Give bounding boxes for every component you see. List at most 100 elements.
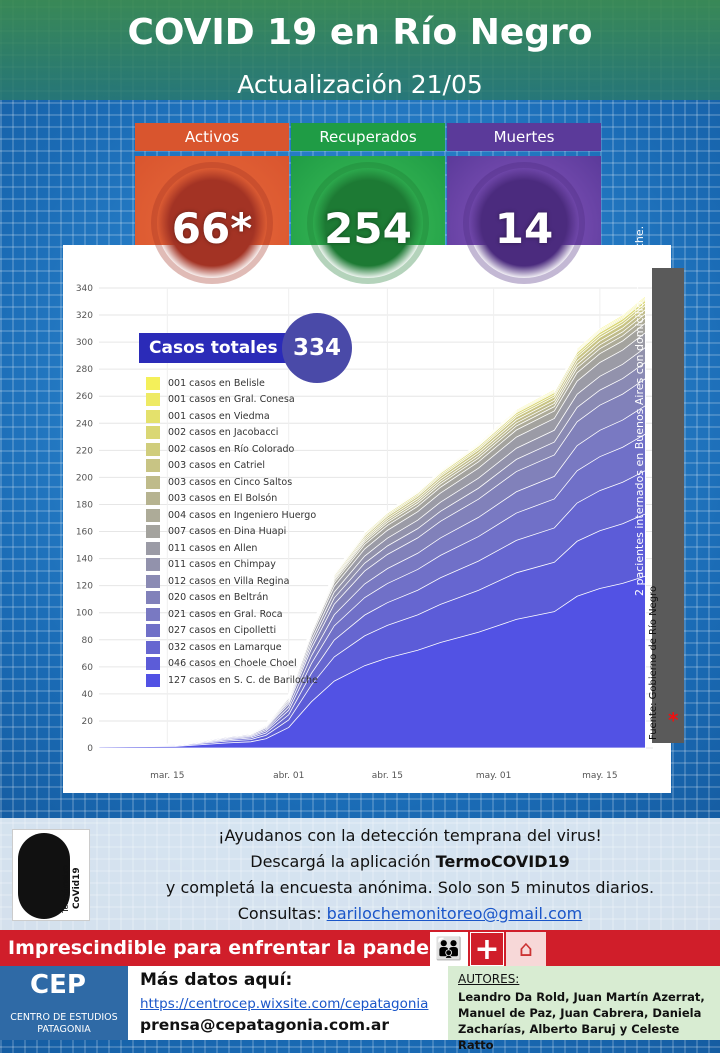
- y-tick-label: 80: [82, 636, 94, 646]
- legend-label: 012 casos en Villa Regina: [168, 575, 290, 587]
- y-tick-label: 200: [76, 473, 93, 483]
- cep-logo: CEP: [30, 970, 86, 1000]
- legend-swatch: [146, 442, 160, 456]
- legend-item: 003 casos en Cinco Saltos: [146, 474, 321, 491]
- x-tick-label: may. 01: [476, 771, 512, 781]
- authors-list: Leandro Da Rold, Juan Martín Azerrat, Ma…: [458, 990, 705, 1052]
- legend-item: 012 casos en Villa Regina: [146, 573, 321, 590]
- legend-label: 127 casos en S. C. de Bariloche: [168, 674, 318, 686]
- family-icon: 👪: [430, 932, 468, 966]
- casos-totales-value: 334: [292, 335, 341, 361]
- legend-item: 003 casos en Catriel: [146, 458, 321, 475]
- logo-lettering: Termómetro CoVid19: [60, 865, 82, 914]
- logo-text-1: Termómetro: [60, 865, 70, 914]
- y-tick-label: 320: [76, 311, 93, 321]
- legend-item: 127 casos en S. C. de Bariloche: [146, 672, 321, 689]
- activos-box: 66*: [135, 156, 289, 300]
- legend-item: 027 casos en Cipolletti: [146, 623, 321, 640]
- y-tick-label: 180: [76, 500, 93, 510]
- legend-label: 003 casos en Catriel: [168, 460, 266, 472]
- legend-item: 046 casos en Choele Choel: [146, 656, 321, 673]
- legend-label: 004 casos en Ingeniero Huergo: [168, 509, 317, 521]
- y-tick-label: 60: [82, 663, 94, 673]
- recuperados-value: 254: [324, 203, 412, 253]
- legend-label: 032 casos en Lamarque: [168, 641, 282, 653]
- legend-item: 003 casos en El Bolsón: [146, 491, 321, 508]
- legend-item: 011 casos en Allen: [146, 540, 321, 557]
- activos-header: Activos: [135, 123, 289, 151]
- legend-swatch: [146, 673, 160, 687]
- banner-text: Imprescindible para enfrentar la pandemi…: [8, 937, 476, 959]
- y-tick-label: 300: [76, 338, 93, 348]
- promo-line-1: ¡Ayudanos con la detección temprana del …: [218, 826, 602, 845]
- virus-icon: [469, 168, 579, 278]
- y-tick-label: 280: [76, 365, 93, 375]
- legend-item: 001 casos en Belisle: [146, 375, 321, 392]
- virus-icon: [157, 168, 267, 278]
- promo-line-4: Consultas: barilochemonitoreo@gmail.com: [100, 904, 720, 923]
- page-title: COVID 19 en Río Negro: [127, 12, 593, 53]
- y-tick-label: 260: [76, 392, 93, 402]
- y-tick-label: 0: [87, 744, 93, 754]
- y-tick-label: 160: [76, 528, 93, 538]
- authors-label: AUTORES:: [458, 972, 520, 986]
- chart-legend: 001 casos en Belisle 001 casos en Gral. C…: [146, 375, 321, 689]
- update-date: Actualización 21/05: [237, 70, 483, 99]
- legend-swatch: [146, 541, 160, 555]
- legend-swatch: [146, 607, 160, 621]
- legend-item: 001 casos en Gral. Conesa: [146, 392, 321, 409]
- legend-swatch: [146, 558, 160, 572]
- cep-logo-box: [0, 966, 128, 1040]
- muertes-header: Muertes: [447, 123, 601, 151]
- legend-swatch: [146, 525, 160, 539]
- legend-swatch: [146, 393, 160, 407]
- contact-email-link[interactable]: barilochemonitoreo@gmail.com: [326, 904, 583, 923]
- legend-label: 027 casos en Cipolletti: [168, 625, 277, 637]
- source-credit: Fuente: Gobierno de Río Negro: [648, 585, 659, 740]
- header-band: [0, 0, 720, 100]
- legend-item: 002 casos en Jacobacci: [146, 425, 321, 442]
- y-tick-label: 240: [76, 419, 93, 429]
- legend-swatch: [146, 475, 160, 489]
- medical-cross-icon: +: [470, 932, 504, 967]
- legend-label: 001 casos en Viedma: [168, 410, 270, 422]
- virus-icon: [313, 168, 423, 278]
- authors-box: [448, 966, 720, 1040]
- virus-icon: 334: [282, 313, 352, 383]
- legend-label: 007 casos en Dina Huapi: [168, 526, 287, 538]
- legend-swatch: [146, 574, 160, 588]
- logo-text-2: CoVid19: [72, 867, 82, 909]
- promo-line-2-pre: Descargá la aplicación: [250, 852, 436, 871]
- muertes-value: 14: [494, 203, 554, 253]
- recuperados-header: Recuperados: [291, 123, 445, 151]
- legend-label: 002 casos en Río Colorado: [168, 443, 295, 455]
- legend-swatch: [146, 657, 160, 671]
- legend-item: 032 casos en Lamarque: [146, 639, 321, 656]
- y-tick-label: 40: [82, 690, 94, 700]
- source-note: 2 pacientes internados en Buenos Aires c…: [633, 225, 646, 596]
- legend-label: 046 casos en Choele Choel: [168, 658, 297, 670]
- x-tick-label: abr. 01: [273, 771, 304, 781]
- legend-label: 011 casos en Chimpay: [168, 559, 276, 571]
- legend-label: 002 casos en Jacobacci: [168, 427, 279, 439]
- app-name: TermoCOVID19: [435, 852, 570, 871]
- area-chart: 0 20 40 60 80 100 120 140 160 180 200 220 240 260 280 3…: [76, 284, 653, 781]
- y-tick-label: 20: [82, 717, 94, 727]
- legend-item: 002 casos en Río Colorado: [146, 441, 321, 458]
- red-banner: [0, 930, 720, 966]
- casos-totales-label: Casos totales: [139, 333, 287, 363]
- legend-swatch: [146, 426, 160, 440]
- legend-label: 021 casos en Gral. Roca: [168, 608, 283, 620]
- legend-swatch: [146, 492, 160, 506]
- x-tick-label: may. 15: [582, 771, 618, 781]
- legend-item: 020 casos en Beltrán: [146, 590, 321, 607]
- activos-value: 66*: [171, 203, 253, 253]
- promo-panel: [0, 818, 720, 930]
- legend-swatch: [146, 591, 160, 605]
- legend-label: 003 casos en Cinco Saltos: [168, 476, 293, 488]
- legend-swatch: [146, 508, 160, 522]
- website-link[interactable]: https://centrocep.wixsite.com/cepatagoni…: [140, 996, 429, 1012]
- legend-label: 020 casos en Beltrán: [168, 592, 269, 604]
- legend-item: 021 casos en Gral. Roca: [146, 606, 321, 623]
- source-note-bar: [652, 268, 684, 743]
